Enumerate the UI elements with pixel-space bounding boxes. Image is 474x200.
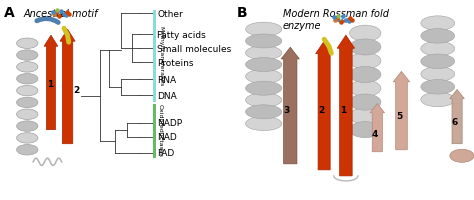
Ellipse shape — [421, 93, 455, 107]
Text: 6: 6 — [452, 118, 458, 126]
Ellipse shape — [421, 29, 455, 44]
Text: 2: 2 — [318, 106, 324, 114]
Ellipse shape — [349, 81, 381, 97]
Ellipse shape — [421, 55, 455, 69]
Text: 1: 1 — [46, 80, 53, 88]
Text: B: B — [237, 6, 248, 20]
Ellipse shape — [421, 67, 455, 82]
Ellipse shape — [17, 133, 38, 143]
FancyArrow shape — [281, 48, 300, 164]
Ellipse shape — [17, 145, 38, 155]
Ellipse shape — [246, 117, 282, 131]
Ellipse shape — [246, 70, 282, 84]
Ellipse shape — [17, 98, 38, 108]
Text: 2: 2 — [73, 86, 80, 94]
Text: NAD: NAD — [157, 133, 177, 141]
Ellipse shape — [349, 122, 381, 138]
Ellipse shape — [17, 121, 38, 132]
Bar — [153, 11, 156, 102]
Ellipse shape — [349, 40, 381, 56]
Ellipse shape — [246, 82, 282, 96]
Bar — [153, 104, 156, 158]
Text: Methyltransferases: Methyltransferases — [158, 26, 163, 86]
Text: Oxidoreductases: Oxidoreductases — [158, 104, 163, 156]
Ellipse shape — [421, 17, 455, 31]
FancyArrow shape — [370, 104, 384, 152]
Text: Small molecules: Small molecules — [157, 45, 231, 53]
Ellipse shape — [349, 26, 381, 42]
Ellipse shape — [349, 108, 381, 124]
FancyArrow shape — [450, 90, 465, 144]
Text: DNA: DNA — [157, 92, 177, 100]
FancyArrow shape — [316, 42, 333, 170]
Ellipse shape — [421, 42, 455, 57]
Ellipse shape — [17, 51, 38, 61]
Text: FAD: FAD — [157, 149, 174, 157]
Text: 3: 3 — [283, 106, 289, 114]
Ellipse shape — [17, 62, 38, 73]
Ellipse shape — [246, 47, 282, 60]
Ellipse shape — [246, 105, 282, 119]
Ellipse shape — [17, 39, 38, 49]
FancyArrowPatch shape — [37, 19, 58, 23]
Text: RNA: RNA — [157, 76, 176, 84]
Text: 5: 5 — [396, 112, 402, 120]
Text: NADP: NADP — [157, 119, 182, 127]
Text: Ancestral motif: Ancestral motif — [24, 9, 98, 19]
Ellipse shape — [17, 74, 38, 85]
Text: Proteins: Proteins — [157, 59, 194, 67]
Text: Fatty acids: Fatty acids — [157, 31, 206, 39]
Ellipse shape — [17, 109, 38, 120]
Ellipse shape — [246, 23, 282, 37]
Ellipse shape — [17, 86, 38, 96]
Ellipse shape — [349, 95, 381, 111]
Ellipse shape — [246, 35, 282, 49]
FancyArrow shape — [393, 72, 410, 150]
FancyArrow shape — [337, 36, 355, 176]
Ellipse shape — [246, 94, 282, 107]
Ellipse shape — [246, 58, 282, 72]
Text: A: A — [4, 6, 14, 20]
Ellipse shape — [349, 67, 381, 83]
Ellipse shape — [450, 150, 474, 162]
Text: Other: Other — [157, 10, 183, 18]
Text: Modern Rossman fold
enzyme: Modern Rossman fold enzyme — [283, 9, 389, 31]
Ellipse shape — [349, 53, 381, 69]
FancyArrow shape — [44, 36, 58, 130]
FancyArrow shape — [60, 30, 75, 144]
Ellipse shape — [421, 80, 455, 95]
Text: 1: 1 — [340, 106, 346, 114]
Text: 4: 4 — [372, 130, 378, 138]
